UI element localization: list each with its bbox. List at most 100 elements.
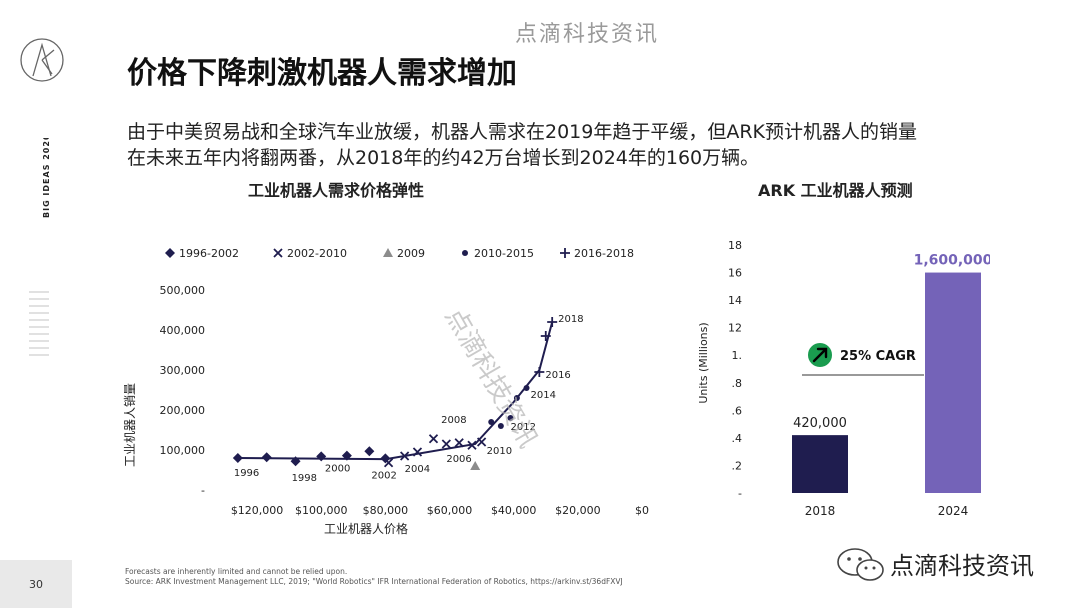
data-point-triangle [383, 248, 393, 257]
wechat-icon [837, 548, 884, 581]
footer-disclaimer: Forecasts are inherently limited and can… [125, 567, 348, 576]
trend-line-path [237, 321, 554, 461]
data-point-x [383, 458, 394, 468]
x-tick-label: $0 [635, 504, 649, 517]
trend-line [237, 321, 554, 461]
year-label-2018: 2018 [558, 314, 583, 325]
data-point-x [467, 440, 477, 450]
data-point-dot [507, 415, 514, 421]
data-point-dot [488, 419, 495, 425]
data-point-diamond [290, 456, 301, 467]
data-point-plus [547, 317, 558, 327]
data-points [232, 317, 558, 470]
y-axis-label: Units (Millions) [697, 322, 710, 403]
ark-logo [20, 38, 64, 82]
cagr-label: 25% CAGR [840, 349, 916, 364]
y-tick-label: .2 [732, 459, 743, 472]
wechat-account-name: 点滴科技资讯 [890, 552, 1034, 580]
year-label-2012: 2012 [510, 422, 535, 433]
legend-label-2002-2010: 2002-2010 [287, 247, 347, 260]
data-point-diamond [232, 453, 243, 463]
left-chart-heading: 工业机器人需求价格弹性 [248, 181, 425, 200]
page-number: 30 [29, 578, 43, 591]
axes: - 100,000 200,000 300,000 400,000 500,000 $120… [160, 284, 650, 517]
year-label-2004: 2004 [405, 464, 430, 475]
data-point-x [428, 434, 439, 444]
side-label: BIG IDEAS 2020 [42, 138, 51, 218]
data-point-dot [513, 395, 520, 401]
y-tick-label: 1. [732, 349, 743, 362]
category-label-2024: 2024 [938, 504, 969, 518]
data-point-dot [462, 250, 468, 256]
data-point-x [412, 447, 423, 457]
page-number-box [0, 560, 72, 608]
data-point-diamond [341, 450, 352, 461]
year-annotations: 1996 1998 2000 2002 2004 2006 2008 2010 2012 2014… [234, 314, 584, 484]
y-tick-label: .6 [732, 404, 743, 417]
footer-source: Source: ARK Investment Management LLC, 2… [125, 577, 623, 586]
arrow-glyph [812, 347, 828, 363]
x-tick-label: $120,000 [231, 504, 283, 517]
data-point-x [476, 437, 487, 447]
data-point-dot [497, 423, 504, 429]
data-point-triangle [470, 461, 481, 470]
legend-label-1996-2002: 1996-2002 [179, 247, 239, 260]
data-point-x [399, 451, 410, 461]
data-point-x [273, 248, 283, 258]
legend-label-2016-2018: 2016-2018 [574, 247, 634, 260]
top-watermark: 点滴科技资讯 [515, 22, 660, 47]
year-label-1996: 1996 [234, 468, 259, 479]
y-tick-label: 300,000 [160, 364, 206, 377]
data-point-diamond [316, 451, 327, 462]
x-tick-label: $40,000 [491, 504, 537, 517]
y-tick-label: 16 [728, 267, 742, 280]
data-point-diamond [261, 452, 272, 463]
data-point-diamond [364, 446, 375, 457]
year-label-1998: 1998 [292, 473, 317, 484]
bar-value-label-2024: 1,600,000 [914, 253, 990, 269]
side-label-text: BIG IDEAS 2020 [42, 138, 51, 218]
y-tick-label: 200,000 [160, 404, 206, 417]
y-tick-label: 100,000 [160, 444, 206, 457]
year-label-2010: 2010 [487, 446, 512, 457]
data-point-x [441, 439, 451, 449]
y-tick-label: - [201, 484, 205, 497]
legend: 1996-2002 2002-2010 2009 2010-2015 2016-2018 [165, 247, 634, 260]
data-point-dot [523, 385, 530, 391]
right-chart-heading: ARK 工业机器人预测 [758, 181, 913, 200]
x-tick-label: $80,000 [363, 504, 409, 517]
data-point-plus [560, 248, 570, 258]
y-tick-label: 400,000 [160, 324, 206, 337]
year-label-2006: 2006 [446, 454, 471, 465]
legend-label-2009: 2009 [397, 247, 425, 260]
axes: - .2 .4 .6 .8 1. 12 14 16 18 [728, 239, 742, 500]
side-decoration-lines [29, 291, 49, 356]
year-label-2014: 2014 [531, 390, 556, 401]
data-point-plus [534, 367, 545, 377]
x-axis-label: 工业机器人价格 [324, 521, 408, 536]
subtitle-line-1: 由于中美贸易战和全球汽车业放缓，机器人需求在2019年趋于平缓，但ARK预计机器… [127, 121, 918, 143]
x-tick-label: $60,000 [427, 504, 473, 517]
y-tick-label: - [738, 487, 742, 500]
data-point-x [454, 438, 464, 448]
price-elasticity-chart: 1996-2002 2002-2010 2009 2010-2015 2016-2018… [123, 247, 650, 536]
bar-2024 [925, 272, 981, 493]
year-label-2002: 2002 [371, 470, 396, 481]
y-tick-label: .8 [732, 377, 743, 390]
page-title: 价格下降刺激机器人需求增加 [127, 56, 517, 91]
y-axis-label: 工业机器人销量 [123, 383, 137, 467]
data-point-plus [540, 331, 551, 341]
category-label-2018: 2018 [805, 504, 836, 518]
bar-value-label-2018: 420,000 [793, 416, 847, 431]
legend-label-2010-2015: 2010-2015 [474, 247, 534, 260]
y-tick-label: 12 [728, 322, 742, 335]
bars: 420,000 2018 1,600,000 2024 [792, 253, 990, 518]
bar-2018 [792, 435, 848, 493]
y-tick-label: 14 [728, 294, 742, 307]
x-tick-label: $100,000 [295, 504, 348, 517]
data-point-diamond [165, 248, 175, 258]
x-tick-label: $20,000 [555, 504, 601, 517]
y-tick-label: .4 [732, 432, 743, 445]
y-tick-label: 18 [728, 239, 742, 252]
year-label-2000: 2000 [325, 464, 350, 475]
